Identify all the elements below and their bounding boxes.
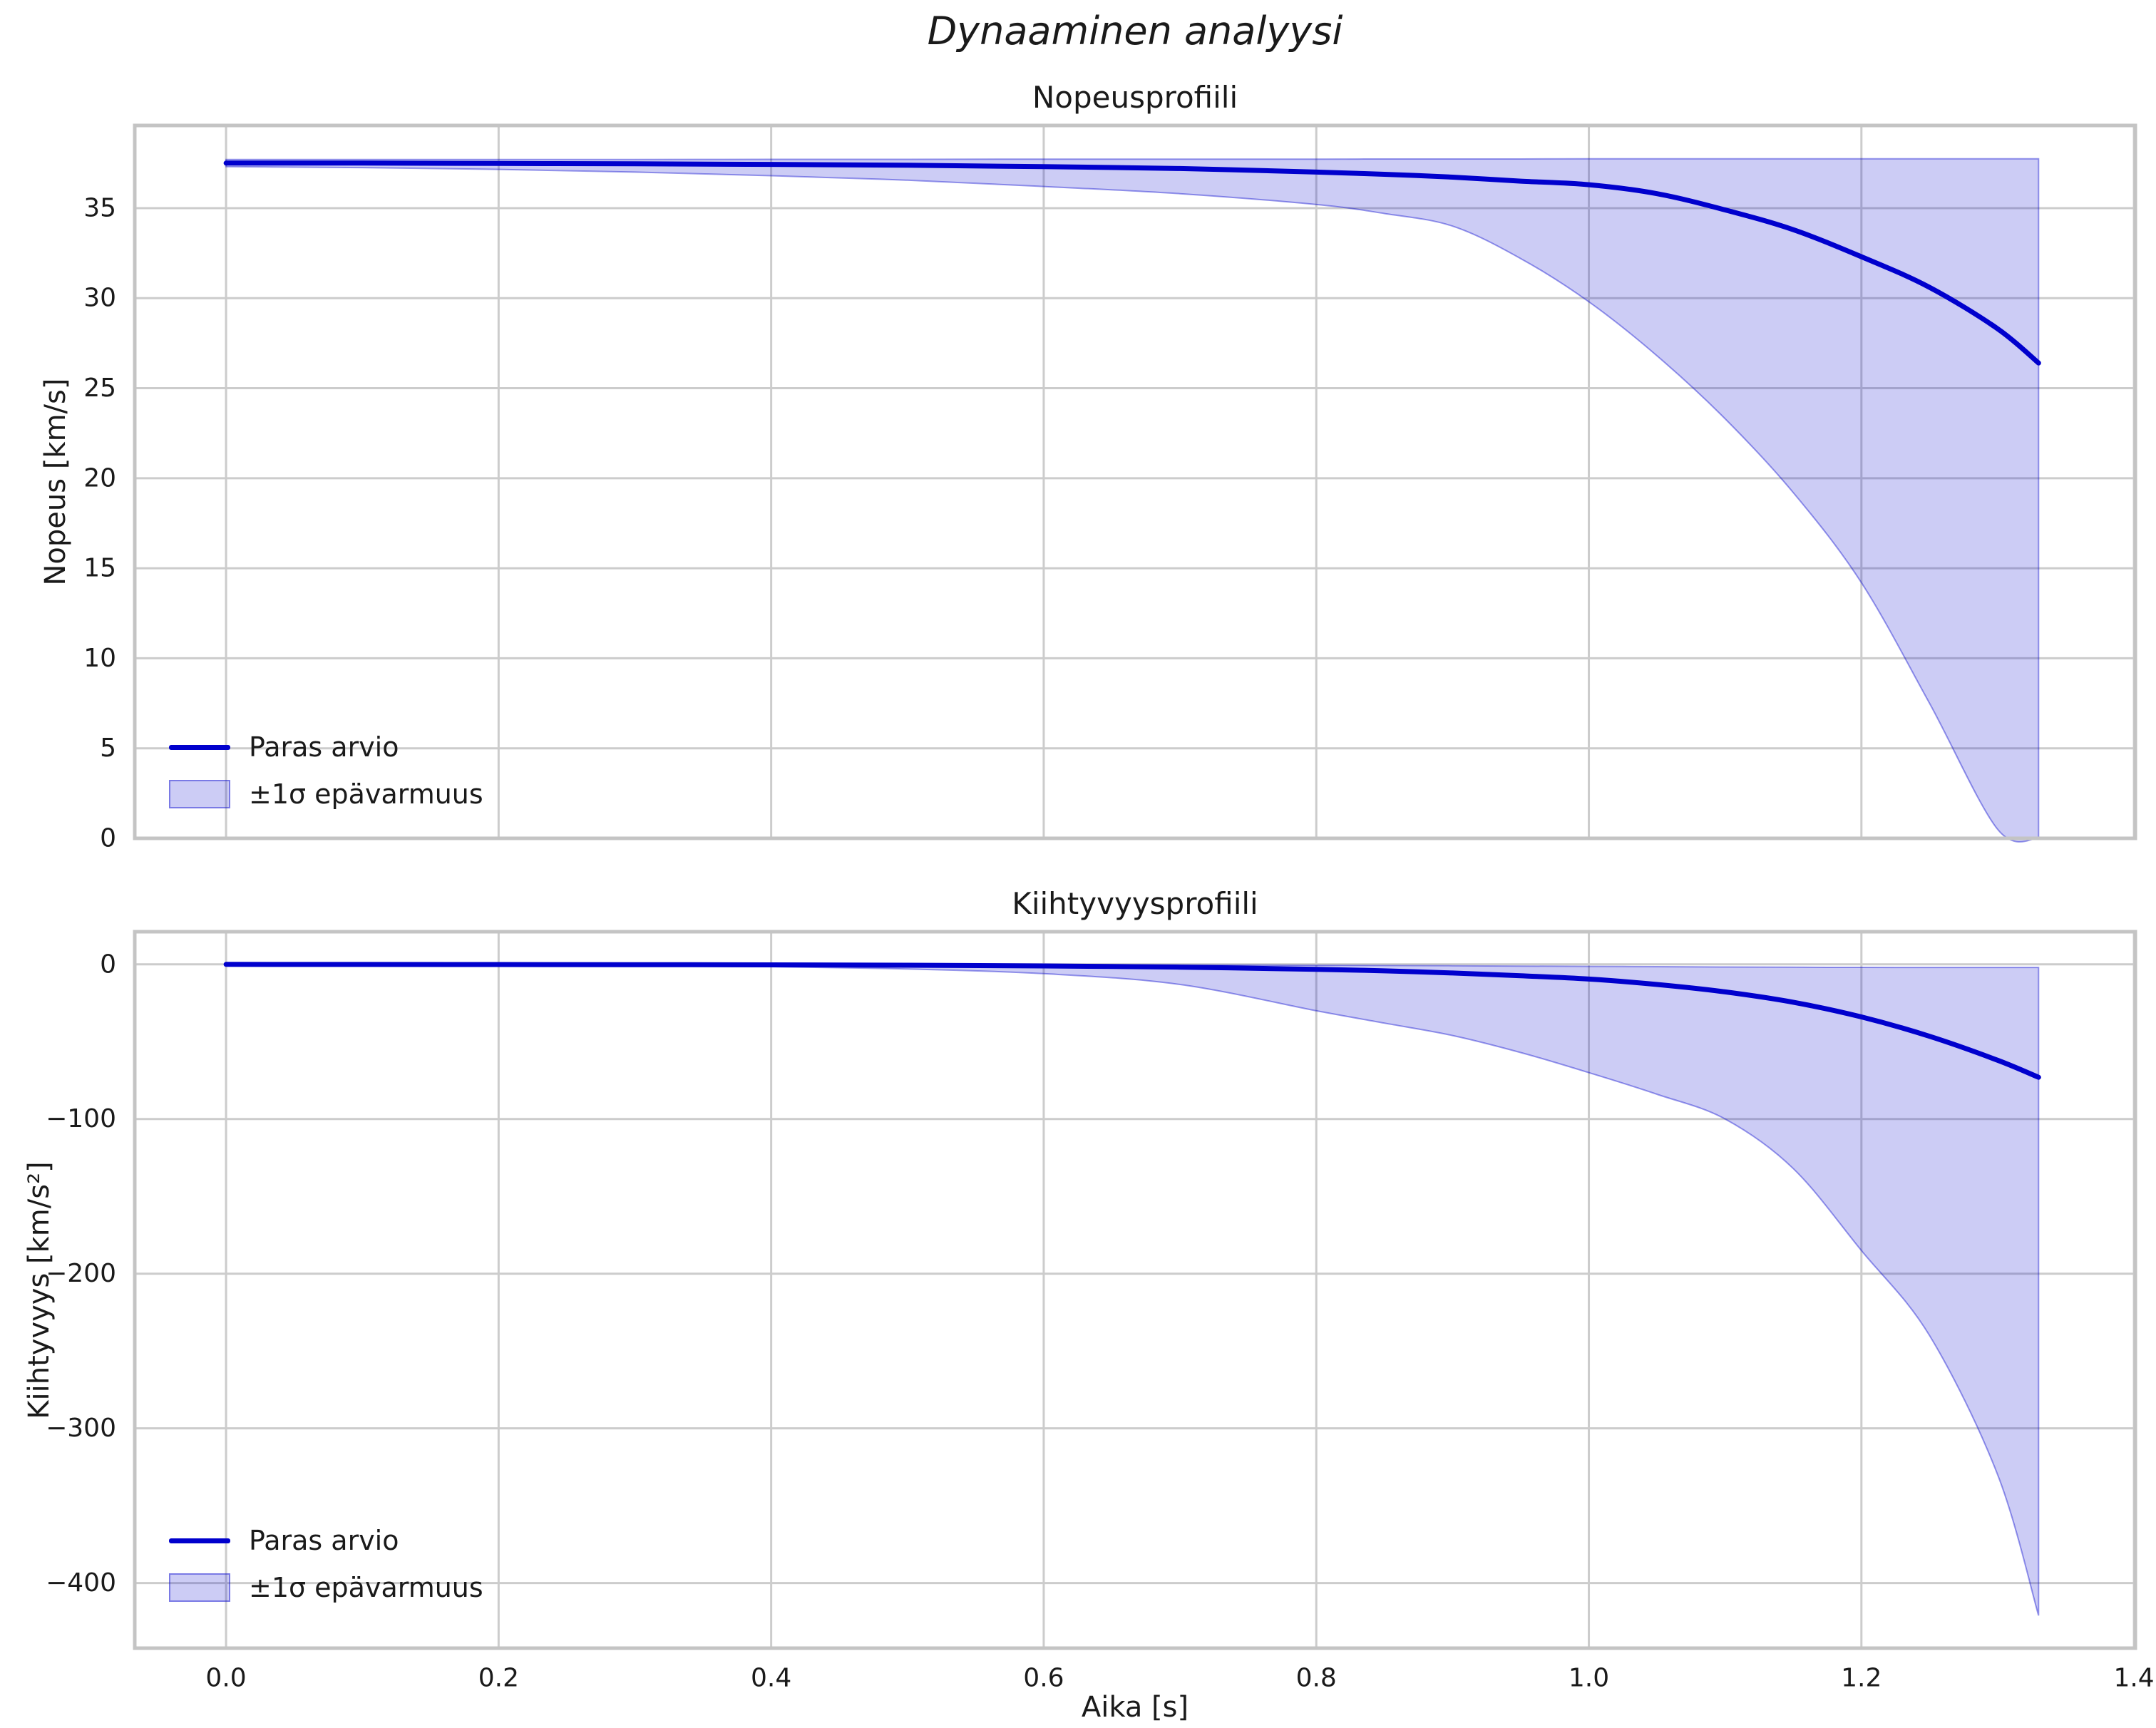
velocity-legend: Paras arvio ±1σ epävarmuus [169, 731, 483, 811]
svg-text:1.0: 1.0 [1569, 1664, 1609, 1693]
legend-line-label: Paras arvio [249, 731, 399, 763]
acceleration-chart-title: Kiihtyvyysprofiili [1012, 886, 1258, 921]
line-swatch-icon [169, 1538, 230, 1543]
legend-band-label: ±1σ epävarmuus [249, 778, 483, 810]
legend-row-uncertainty: ±1σ epävarmuus [169, 1571, 483, 1604]
svg-text:5: 5 [100, 734, 116, 763]
velocity-y-axis-label: Nopeus [km/s] [39, 378, 72, 586]
svg-text:1.2: 1.2 [1841, 1664, 1882, 1693]
legend-line-label: Paras arvio [249, 1525, 399, 1556]
legend-row-uncertainty: ±1σ epävarmuus [169, 778, 483, 811]
svg-text:−400: −400 [46, 1568, 116, 1598]
x-axis-label: Aika [s] [1081, 1691, 1189, 1724]
acceleration-y-axis-label: Kiihtyvyys [km/s²] [23, 1161, 56, 1419]
acceleration-legend: Paras arvio ±1σ epävarmuus [169, 1524, 483, 1604]
svg-text:−100: −100 [46, 1104, 116, 1133]
line-swatch-icon [169, 744, 230, 750]
svg-text:30: 30 [83, 284, 116, 313]
svg-text:35: 35 [83, 193, 116, 222]
figure-suptitle: Dynaaminen analyysi [927, 9, 1343, 53]
svg-text:20: 20 [83, 463, 116, 493]
legend-band-label: ±1σ epävarmuus [249, 1572, 483, 1603]
legend-row-best-estimate: Paras arvio [169, 731, 483, 763]
svg-text:0: 0 [100, 950, 116, 979]
svg-text:0.2: 0.2 [478, 1664, 519, 1693]
band-swatch-icon [169, 780, 230, 808]
svg-text:−200: −200 [46, 1259, 116, 1288]
svg-text:0.8: 0.8 [1296, 1664, 1337, 1693]
svg-text:0.0: 0.0 [205, 1664, 246, 1693]
svg-text:0: 0 [100, 824, 116, 853]
svg-text:1.4: 1.4 [2113, 1664, 2154, 1693]
band-swatch-icon [169, 1573, 230, 1602]
svg-text:0.6: 0.6 [1023, 1664, 1064, 1693]
svg-text:15: 15 [83, 554, 116, 583]
svg-text:0.4: 0.4 [751, 1664, 791, 1693]
velocity-chart-title: Nopeusprofiili [1032, 80, 1238, 115]
legend-row-best-estimate: Paras arvio [169, 1524, 483, 1557]
svg-text:25: 25 [83, 374, 116, 403]
svg-text:−300: −300 [46, 1414, 116, 1443]
svg-text:10: 10 [83, 644, 116, 673]
